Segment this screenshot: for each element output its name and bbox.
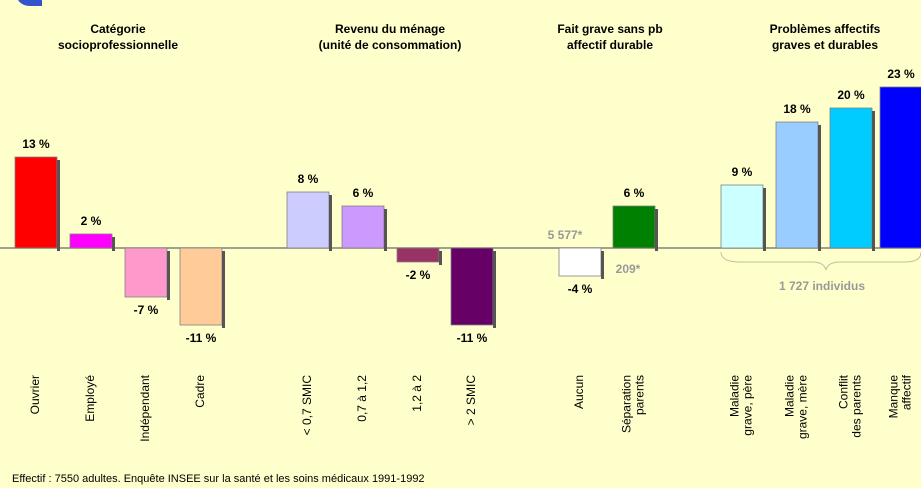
bar <box>286 191 330 249</box>
x-tick-label-line: Employé <box>83 375 97 422</box>
bar-shadow <box>493 251 496 328</box>
value-label: -7 % <box>134 303 159 317</box>
bar-shadow <box>763 188 766 251</box>
bar <box>124 247 168 298</box>
x-tick-label-line: Manque <box>887 375 901 419</box>
bar-shadow <box>601 251 604 279</box>
value-label: -11 % <box>457 331 488 345</box>
x-tick-label: > 2 SMIC <box>464 375 478 426</box>
x-tick-label-line: grave, mère <box>796 375 810 439</box>
x-tick-label-line: parents <box>633 375 647 415</box>
bar <box>69 233 113 249</box>
x-tick-label-line: Ouvrier <box>28 375 42 414</box>
x-tick-label: Séparationparents <box>620 375 647 433</box>
value-label: 18 % <box>783 102 811 116</box>
value-label: -11 % <box>186 331 217 345</box>
x-tick-label: Conflitdes parents <box>837 374 864 437</box>
logo-shape <box>18 0 42 6</box>
x-tick-label: Aucun <box>572 375 586 409</box>
bar <box>720 184 764 249</box>
annotation: 1 727 individus <box>779 279 865 293</box>
footnote: Effectif : 7550 adultes. Enquête INSEE s… <box>12 473 425 485</box>
group-title: Revenu du ménage <box>335 22 445 36</box>
group-title: Catégorie <box>90 22 146 36</box>
brace <box>720 251 921 271</box>
bar <box>179 247 223 326</box>
bar-shadow <box>384 209 387 251</box>
value-label: 6 % <box>624 186 645 200</box>
bar-shadow <box>222 251 225 328</box>
bar-shadow <box>57 160 60 251</box>
x-tick-label: Ouvrier <box>28 375 42 414</box>
value-label: 23 % <box>887 67 915 81</box>
value-label: -2 % <box>406 268 431 282</box>
x-tick-label: Cadre <box>193 375 207 408</box>
group-title: affectif durable <box>567 38 653 52</box>
group-title: graves et durables <box>772 38 878 52</box>
x-tick-label-line: Indépendant <box>138 374 152 441</box>
bar-shadow <box>329 195 332 251</box>
group-title: (unité de consommation) <box>319 38 462 52</box>
value-label: 20 % <box>837 88 865 102</box>
x-tick-label-line: grave, père <box>741 375 755 436</box>
x-tick-label: Employé <box>83 375 97 422</box>
bar <box>396 247 440 263</box>
annotation: 209* <box>616 262 641 276</box>
value-label: -4 % <box>568 282 593 296</box>
bar-shadow <box>112 237 115 251</box>
bar <box>612 205 656 249</box>
value-label: 8 % <box>298 172 319 186</box>
bar <box>450 247 494 326</box>
bar-shadow <box>818 125 821 251</box>
bar <box>775 121 819 249</box>
x-tick-label-line: Maladie <box>728 375 742 417</box>
bar-shadow <box>439 251 442 265</box>
x-tick-label-line: Séparation <box>620 375 634 433</box>
group-title: Fait grave sans pb <box>557 22 662 36</box>
x-tick-label-line: 1,2 à 2 <box>410 375 424 412</box>
x-tick-label: 0,7 à 1,2 <box>355 375 369 422</box>
x-tick-label-line: > 2 SMIC <box>464 375 478 426</box>
bar <box>14 156 58 249</box>
bar <box>558 247 602 277</box>
x-tick-label-line: Aucun <box>572 375 586 409</box>
value-label: 13 % <box>22 137 50 151</box>
x-tick-label: Maladiegrave, père <box>728 375 755 436</box>
annotation: 5 577* <box>548 228 583 242</box>
x-tick-label: 1,2 à 2 <box>410 375 424 412</box>
x-tick-label-line: 0,7 à 1,2 <box>355 375 369 422</box>
value-label: 9 % <box>732 165 753 179</box>
x-tick-label: Manqueaffectif <box>887 374 914 418</box>
x-tick-label-line: < 0,7 SMIC <box>300 375 314 436</box>
x-tick-label-line: Conflit <box>837 374 851 409</box>
bar-shadow <box>167 251 170 300</box>
x-tick-label-line: Maladie <box>783 375 797 417</box>
bar-shadow <box>872 111 875 251</box>
x-tick-label-line: des parents <box>850 375 864 438</box>
bar <box>829 107 873 249</box>
x-tick-label-line: affectif <box>900 374 914 410</box>
group-title: socioprofessionnelle <box>58 38 178 52</box>
bar-shadow <box>655 209 658 251</box>
x-tick-label: Maladiegrave, mère <box>783 375 810 439</box>
x-tick-label-line: Cadre <box>193 375 207 408</box>
value-label: 6 % <box>353 186 374 200</box>
value-label: 2 % <box>81 214 102 228</box>
group-title: Problèmes affectifs <box>770 22 881 36</box>
x-tick-label: < 0,7 SMIC <box>300 375 314 436</box>
bar <box>879 86 921 249</box>
bar <box>341 205 385 249</box>
x-tick-label: Indépendant <box>138 374 152 441</box>
